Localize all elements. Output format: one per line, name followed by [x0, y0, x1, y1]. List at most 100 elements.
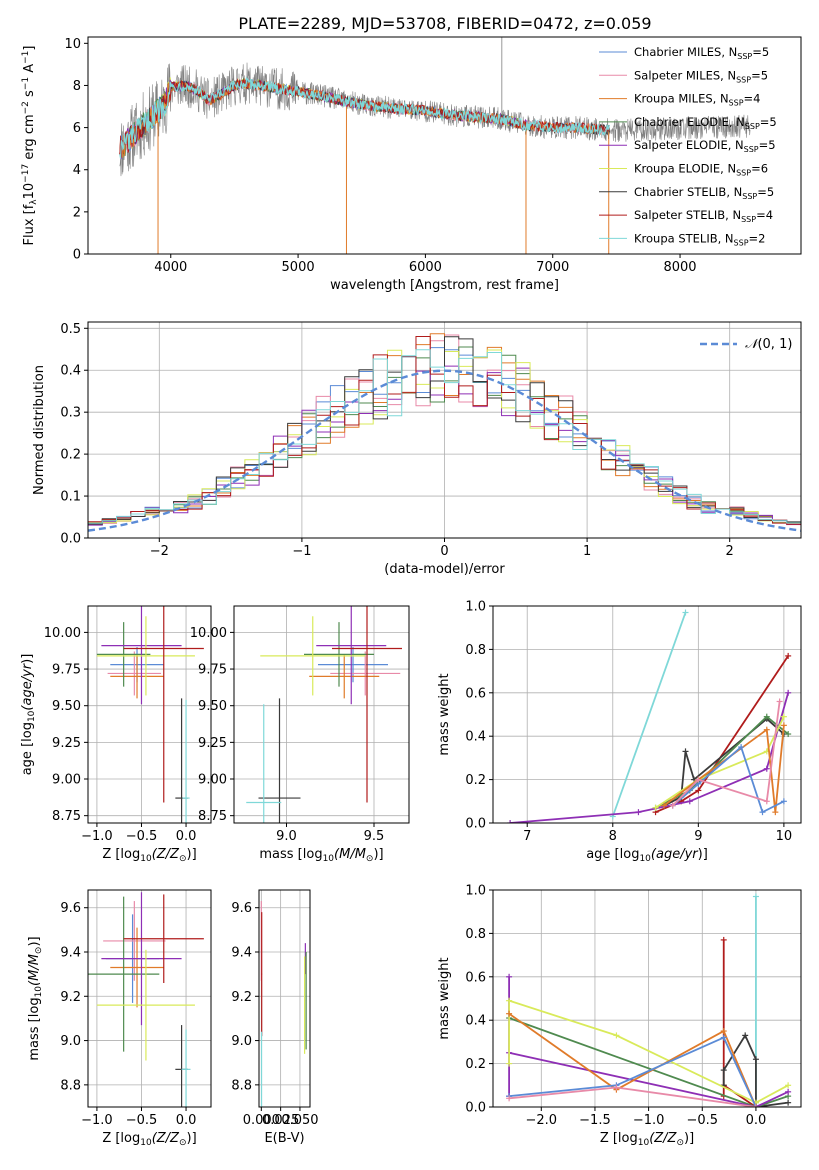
series-chabrier-miles	[669, 744, 787, 816]
errorbar-kroupa-elodie	[303, 956, 306, 1054]
y-tick-label: 10.00	[44, 626, 81, 641]
errorbar-salpeter-elodie	[101, 892, 182, 1026]
y-tick-label: 9.4	[60, 946, 81, 961]
y-tick-label: 9.75	[198, 663, 227, 678]
series-kroupa-stelib	[119, 76, 611, 159]
plot-area	[88, 892, 204, 1107]
y-tick-label: 0.6	[465, 686, 486, 701]
errorbar-salpeter-elodie	[101, 606, 182, 705]
legend-entry: 𝒩(0, 1)	[745, 337, 792, 352]
y-tick-label: 9.00	[52, 773, 81, 788]
y-tick-label: 8.75	[52, 809, 81, 824]
errorbar-chabrier-elodie	[304, 622, 374, 687]
x-tick-label: 9.5	[364, 829, 385, 844]
x-tick-label: 8	[609, 829, 617, 844]
plot-age-vs-mass: 9.0 9.5 8.75 9.00 9.25 9.50 9.75 10.00 mass [log…	[190, 605, 410, 864]
errorbar-kroupa-elodie	[96, 616, 195, 696]
plot-spectrum: 4000 5000 6000 7000 8000 0 2 4 6 8 10 wavelength [A…	[21, 36, 802, 293]
y-tick-label: 9.00	[198, 773, 227, 788]
errorbar-chabrier-elodie	[88, 896, 160, 1052]
x-tick-label: −0.5	[126, 829, 158, 844]
errorbar-kroupa-miles	[110, 927, 164, 1008]
errorbar-salpeter-stelib	[123, 894, 204, 983]
y-axis-label: Flux [fλ10−17 erg cm−2 s−1 A−1]	[21, 46, 39, 246]
legend-entry: Kroupa ELODIE, NSSP=6	[634, 162, 768, 178]
x-tick-label: 10	[776, 829, 793, 844]
y-tick-label: 8.8	[231, 1078, 252, 1093]
series-observed	[119, 62, 751, 177]
y-tick-label: 1.0	[465, 884, 486, 899]
errorbar-salpeter-stelib	[332, 606, 402, 803]
series-salpeter-miles	[669, 698, 783, 809]
errorbar-salpeter-elodie	[316, 606, 387, 705]
plot-area	[506, 893, 792, 1107]
x-tick-label: −0.5	[126, 1113, 158, 1128]
y-tick-label: 1.0	[465, 600, 486, 615]
y-tick-label: 9.2	[60, 990, 81, 1005]
x-tick-label: 9.0	[276, 829, 297, 844]
y-tick-label: 8.75	[198, 809, 227, 824]
y-tick-label: 0.0	[465, 817, 486, 832]
y-axis-label: mass weight	[437, 957, 452, 1039]
axes-frame	[258, 889, 311, 1108]
errorbar-kroupa-stelib	[246, 704, 282, 823]
x-tick-label: 8000	[663, 260, 696, 275]
y-tick-label: 0.3	[60, 406, 81, 421]
y-tick-label: 0	[73, 248, 81, 263]
y-tick-label: 8	[73, 79, 81, 94]
y-tick-label: 0.5	[60, 322, 81, 337]
x-tick-label: 2	[726, 544, 734, 559]
y-tick-label: 0.1	[60, 490, 81, 505]
errorbar-kroupa-miles	[110, 654, 164, 699]
y-axis-label: mass weight	[437, 673, 452, 755]
x-tick-label: 0.0	[176, 829, 197, 844]
x-tick-label: −2	[150, 544, 169, 559]
axes-frame	[87, 321, 802, 539]
x-tick-label: −1.0	[633, 1113, 665, 1128]
x-tick-label: −1	[292, 544, 311, 559]
series-salpeter-stelib	[652, 652, 792, 816]
y-tick-label: 9.6	[60, 901, 81, 916]
errorbar-salpeter-stelib	[123, 606, 204, 803]
plot-area	[96, 606, 204, 823]
axes-frame	[492, 605, 802, 824]
plot-area	[246, 606, 402, 823]
x-tick-label: 0.000	[243, 1113, 280, 1128]
y-tick-label: 2	[73, 205, 81, 220]
plot-area	[507, 609, 792, 823]
y-tick-label: 0.4	[465, 730, 486, 745]
y-tick-label: 6	[73, 121, 81, 136]
figure-title: PLATE=2289, MJD=53708, FIBERID=0472, z=0…	[238, 14, 651, 33]
y-tick-label: 0.4	[60, 364, 81, 379]
errorbar-kroupa-stelib	[181, 1029, 191, 1107]
y-tick-label: 9.0	[231, 1034, 252, 1049]
y-tick-label: 0.0	[60, 532, 81, 547]
legend-entry: Salpeter STELIB, NSSP=4	[634, 208, 773, 224]
axes-frame	[492, 889, 802, 1108]
y-tick-label: 0.4	[465, 1014, 486, 1029]
legend-entry: Salpeter MILES, NSSP=5	[634, 68, 768, 84]
x-tick-label: 4000	[154, 260, 187, 275]
series-kroupa-miles	[506, 1010, 759, 1107]
series-kroupa-elodie	[506, 997, 792, 1106]
hist-kroupa-stelib	[88, 349, 801, 527]
errorbar-salpeter-miles	[330, 651, 401, 696]
series-salpeter-miles	[506, 1084, 759, 1107]
plot-mass-vs-Z: −1.0 −0.5 0.0 8.8 9.0 9.2 9.4 9.6 Z [log10(Z/Z⊙)…	[27, 889, 212, 1148]
x-tick-label: 9	[694, 829, 702, 844]
y-axis-label: age [log10(age/yr)]	[20, 654, 37, 776]
y-tick-label: 0.8	[465, 927, 486, 942]
y-tick-label: 10	[64, 37, 81, 52]
errorbar-kroupa-elodie	[96, 949, 195, 1061]
y-axis-label: Normed distribution	[32, 365, 47, 495]
legend-entry: Kroupa STELIB, NSSP=2	[634, 231, 765, 247]
y-tick-label: 0.0	[465, 1101, 486, 1116]
series-kroupa-stelib	[609, 609, 689, 820]
legend-entry: Chabrier STELIB, NSSP=5	[634, 185, 774, 201]
x-tick-label: 0.050	[281, 1113, 318, 1128]
x-tick-label: 0.0	[176, 1113, 197, 1128]
errorbar-kroupa-miles	[309, 654, 380, 699]
y-tick-label: 9.75	[52, 663, 81, 678]
